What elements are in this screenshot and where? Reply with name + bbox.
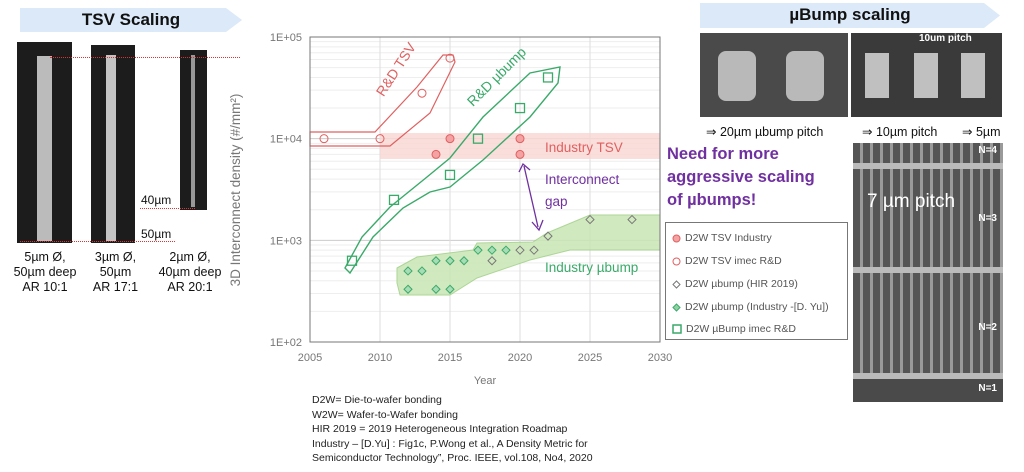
data-point-diamond [501, 245, 511, 255]
data-point-square [388, 194, 400, 206]
caption-20um: ⇒ 20µm µbump pitch [706, 125, 824, 139]
plot-frame [309, 36, 661, 343]
tsv-image-3um [91, 45, 135, 243]
ubump-scaling-title: µBump scaling [789, 5, 911, 24]
rd-ubump-outline [344, 66, 561, 275]
open-circle-icon [672, 257, 681, 265]
data-point-square [346, 255, 358, 266]
interconnect-gap-arrow [518, 162, 544, 232]
data-point-diamond [403, 284, 413, 294]
ubump-10um-image: 10um pitch [851, 33, 1002, 117]
legend-item-tsv-rd: D2W TSV imec R&D [672, 255, 782, 267]
data-point-circle [375, 134, 385, 144]
x-tick-label: 2030 [648, 352, 672, 364]
tsv-image-2um [180, 50, 207, 210]
data-point-diamond [627, 214, 637, 225]
50um-line [20, 241, 175, 242]
annotation-gap-1: Interconnect [545, 172, 620, 187]
x-axis-label: Year [474, 375, 497, 387]
data-point-diamond [445, 284, 455, 294]
pitch-label: 10um pitch [919, 33, 972, 44]
data-point-square [444, 169, 456, 181]
chart-legend: D2W TSV Industry D2W TSV imec R&D D2W µb… [665, 222, 848, 340]
rd-tsv-outline [309, 54, 456, 147]
40um-line [140, 208, 195, 209]
y-tick-label: 1E+02 [270, 337, 302, 349]
data-point-circle [417, 88, 427, 98]
tsv-scaling-banner: TSV Scaling [20, 8, 242, 32]
data-point-circle [431, 149, 441, 159]
x-tick-label: 2010 [368, 352, 392, 364]
data-point-diamond [473, 245, 483, 255]
annotation-industry-tsv: Industry TSV [545, 140, 623, 155]
caption-10um: ⇒ 10µm pitch [862, 125, 938, 139]
tsv-image-5um [17, 42, 72, 243]
data-point-circle [319, 134, 329, 144]
filled-diamond-icon [672, 302, 681, 312]
dim-50um: 50µm [141, 227, 172, 241]
data-point-square [514, 102, 526, 114]
annotation-rd-ubump: R&D µbump [464, 44, 530, 110]
filled-circle-icon [672, 234, 681, 242]
data-point-circle [445, 134, 455, 144]
legend-item-tsv-industry: D2W TSV Industry [672, 232, 772, 244]
data-point-diamond [515, 245, 525, 255]
7um-pitch-image: 7 µm pitch N=4 N=3 N=2 N=1 [853, 143, 1003, 402]
open-square-icon [672, 324, 682, 334]
y-tick-label: 1E+04 [270, 134, 302, 146]
data-point-diamond [459, 256, 469, 266]
ubump-scaling-banner: µBump scaling [700, 3, 1000, 28]
x-tick-label: 2025 [578, 352, 602, 364]
footnotes: D2W= Die-to-wafer bonding W2W= Wafer-to-W… [312, 394, 593, 465]
top-reference-line [50, 57, 240, 58]
tsv-caption-2: 3µm Ø, 50µm AR 17:1 [92, 250, 139, 294]
callout-text: Need for more aggressive scaling of µbumps… [667, 145, 815, 209]
legend-item-ubump-rd: D2W µBump imec R&D [672, 323, 796, 335]
data-point-diamond [529, 245, 539, 255]
tsv-caption-1: 5µm Ø, 50µm deep AR 10:1 [13, 250, 77, 294]
x-tick-label: 2015 [438, 352, 462, 364]
data-point-diamond [487, 245, 497, 255]
data-point-circle [515, 149, 525, 159]
ubump-20um-image [700, 33, 848, 117]
data-point-diamond [431, 256, 441, 266]
data-point-circle [445, 53, 455, 63]
data-point-circle [515, 134, 525, 144]
y-tick-label: 1E+05 [270, 32, 302, 44]
data-point-diamond [403, 266, 413, 276]
data-point-diamond [431, 284, 441, 294]
industry-ubump-band [396, 214, 661, 296]
data-point-diamond [487, 256, 497, 266]
dim-40um: 40µm [141, 193, 172, 207]
x-tick-label: 2005 [298, 352, 322, 364]
7um-pitch-label: 7 µm pitch [867, 191, 956, 212]
x-tick-label: 2020 [508, 352, 532, 364]
data-point-diamond [543, 231, 553, 241]
data-point-diamond [585, 214, 595, 225]
annotation-gap-2: gap [545, 194, 568, 209]
tsv-caption-3: 2µm Ø, 40µm deep AR 20:1 [158, 250, 222, 294]
data-point-square [472, 133, 484, 144]
legend-item-industry-dyu: D2W µbump (Industry -[D. Yu]) [672, 301, 829, 313]
data-point-diamond [445, 256, 455, 266]
legend-item-hir: D2W µbump (HIR 2019) [672, 278, 798, 290]
data-point-square [542, 72, 554, 83]
y-tick-label: 1E+03 [270, 235, 302, 247]
annotation-industry-ubump: Industry µbump [545, 260, 638, 275]
open-diamond-icon [672, 279, 681, 289]
data-point-diamond [417, 266, 427, 276]
tsv-scaling-title: TSV Scaling [81, 10, 181, 29]
caption-5um: ⇒ 5µm [962, 125, 1001, 139]
y-axis-label: 3D Interconnect density (#/mm²) [228, 94, 243, 287]
